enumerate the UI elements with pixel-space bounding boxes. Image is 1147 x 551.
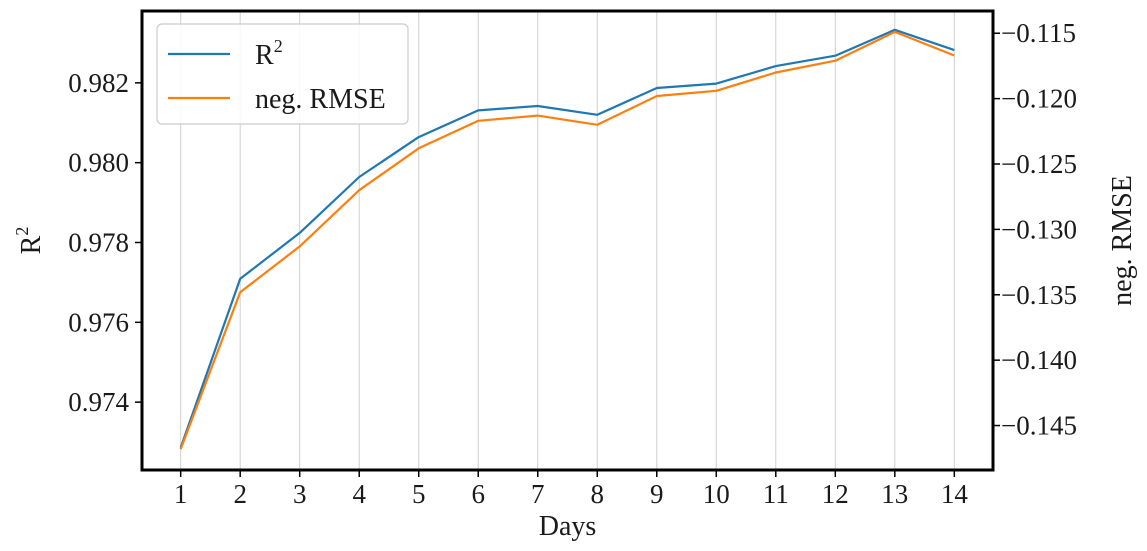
x-axis-label: Days [539, 511, 597, 542]
left-y-axis: 0.974 0.976 0.978 0.980 0.982 [68, 68, 142, 417]
x-tick-label: 11 [763, 479, 789, 509]
x-gridlines [180, 11, 955, 470]
x-tick-label: 5 [412, 479, 426, 509]
x-tick-label: 9 [650, 479, 664, 509]
right-y-tick-label: −0.115 [1001, 18, 1076, 48]
series-line-neg-rmse [179, 30, 955, 450]
left-y-axis-label-sup: 2 [12, 227, 32, 236]
left-y-tick-label: 0.980 [68, 148, 129, 178]
right-y-axis-label: neg. RMSE [1107, 175, 1138, 306]
left-y-tick-label: 0.978 [68, 227, 129, 257]
x-tick-label: 2 [233, 479, 247, 509]
x-tick-label: 1 [174, 479, 188, 509]
right-y-axis: −0.145 −0.140 −0.135 −0.130 −0.125 −0.120 −0.1… [993, 18, 1077, 441]
left-y-tick-label: 0.976 [68, 307, 129, 337]
right-y-tick-label: −0.125 [1001, 149, 1077, 179]
x-axis: 1 2 3 4 5 6 7 8 9 10 11 12 13 14 [174, 470, 968, 509]
x-tick-label: 3 [293, 479, 307, 509]
x-tick-label: 8 [591, 479, 605, 509]
left-y-axis-label: R2 [12, 227, 47, 255]
left-y-axis-label-base: R [16, 235, 47, 254]
right-y-tick-label: −0.135 [1001, 280, 1077, 310]
legend-label-r2: R2 [255, 36, 283, 71]
right-y-tick-label: −0.120 [1001, 84, 1077, 114]
left-y-tick-label: 0.974 [68, 387, 129, 417]
x-tick-label: 12 [822, 479, 849, 509]
legend: R2 neg. RMSE [156, 23, 409, 125]
x-tick-label: 6 [471, 479, 485, 509]
plot-frame [140, 9, 995, 472]
legend-label-r2-sup: 2 [274, 36, 283, 56]
x-tick-label: 10 [703, 479, 730, 509]
x-tick-label: 7 [531, 479, 545, 509]
legend-label-neg-rmse: neg. RMSE [255, 84, 386, 115]
series-line-r2 [179, 28, 955, 448]
right-y-tick-label: −0.145 [1001, 411, 1077, 441]
x-tick-label: 13 [881, 479, 908, 509]
series-layer [179, 28, 955, 450]
left-y-tick-label: 0.982 [68, 68, 129, 98]
legend-label-r2-base: R [255, 40, 274, 71]
right-y-tick-label: −0.130 [1001, 214, 1077, 244]
x-tick-label: 14 [941, 479, 969, 509]
right-y-tick-label: −0.140 [1001, 345, 1077, 375]
x-tick-label: 4 [352, 479, 366, 509]
